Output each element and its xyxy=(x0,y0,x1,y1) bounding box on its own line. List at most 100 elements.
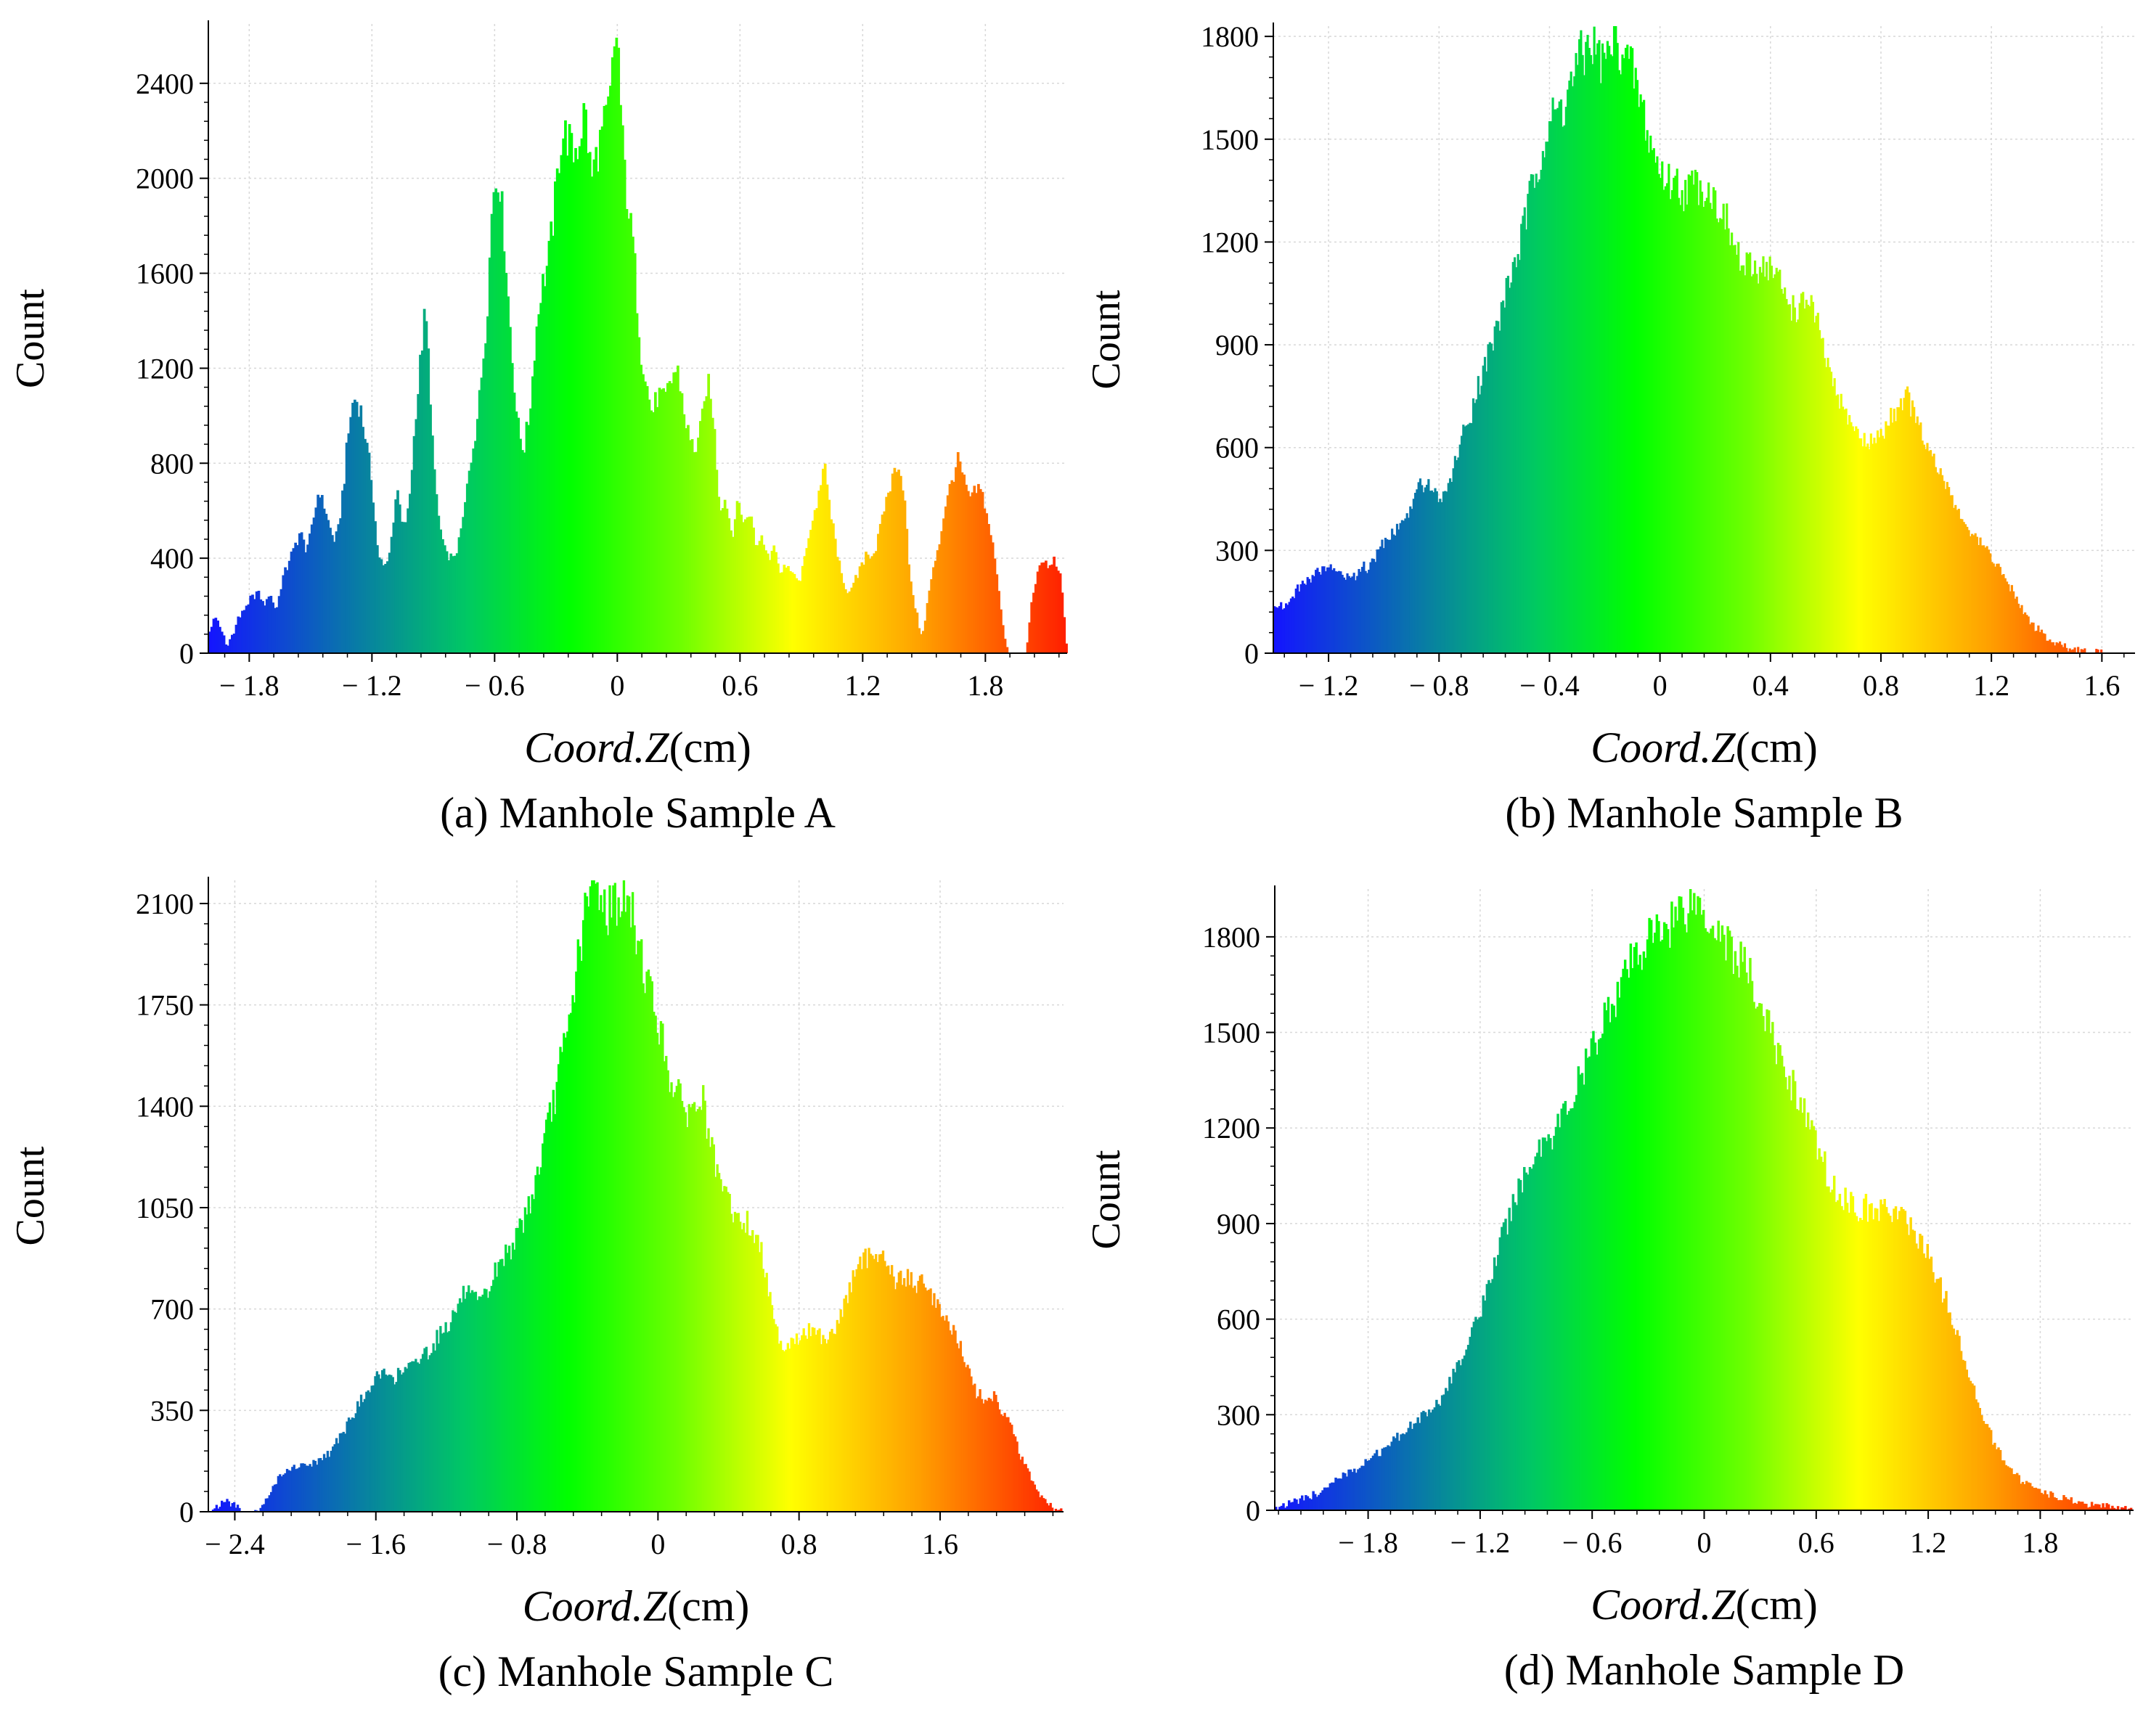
histogram-bar xyxy=(1727,228,1730,653)
histogram-bar xyxy=(1608,46,1611,653)
histogram-bar xyxy=(825,484,829,653)
histogram-bar xyxy=(2057,643,2060,653)
histogram-bar xyxy=(460,1302,463,1512)
histogram-bar xyxy=(399,1369,401,1512)
histogram-bar xyxy=(400,521,404,653)
histogram-bar xyxy=(230,634,234,653)
histogram-bar xyxy=(1400,1434,1403,1510)
histogram-bar xyxy=(1536,182,1540,654)
histogram-bar xyxy=(939,1317,943,1512)
histogram-bar xyxy=(1788,1076,1791,1510)
histogram-bar xyxy=(1312,1491,1315,1510)
histogram-bar xyxy=(1662,922,1666,1510)
histogram-bar xyxy=(1500,302,1503,653)
histogram-bar xyxy=(1843,409,1846,653)
histogram-bar xyxy=(458,1298,462,1512)
histogram-bar xyxy=(1007,1417,1010,1512)
histogram-bar xyxy=(855,1269,858,1512)
histogram-bar xyxy=(600,126,604,653)
histogram-bar xyxy=(1907,1235,1911,1510)
histogram-bar xyxy=(1762,256,1765,653)
histogram-bar xyxy=(536,1166,539,1512)
histogram-bar xyxy=(968,1368,971,1512)
histogram-bar xyxy=(662,388,666,653)
histogram-bar xyxy=(412,1361,416,1512)
histogram-bar xyxy=(807,1323,811,1512)
histogram-bar xyxy=(526,1214,528,1512)
histogram-bar xyxy=(911,595,915,653)
histogram-bar xyxy=(1338,1478,1341,1510)
x-tick-label: 1.2 xyxy=(1973,669,2009,702)
histogram-bar xyxy=(870,556,874,653)
histogram-bar xyxy=(452,556,454,653)
histogram-bar xyxy=(1735,255,1739,653)
histogram-bar xyxy=(1808,1129,1811,1510)
histogram-bar xyxy=(1590,1038,1593,1510)
histogram-bar xyxy=(1971,1383,1974,1510)
histogram-bar xyxy=(1562,1103,1565,1510)
histogram-bar xyxy=(1392,1436,1395,1510)
histogram-bar xyxy=(1462,425,1465,653)
histogram-bar xyxy=(1577,1066,1580,1510)
histogram-bar xyxy=(1056,1510,1059,1512)
histogram-bar xyxy=(393,1384,396,1512)
histogram-bar xyxy=(991,542,995,653)
histogram-bar xyxy=(844,589,847,653)
histogram-bar xyxy=(1549,1138,1552,1510)
histogram-bar xyxy=(2017,1475,2021,1510)
histogram-bar xyxy=(2030,1486,2034,1510)
histogram-bar xyxy=(1864,1193,1868,1510)
histogram-bar xyxy=(889,1274,891,1512)
histogram-bar xyxy=(887,492,890,653)
histogram-bar xyxy=(970,1376,973,1512)
histogram-bar xyxy=(1596,43,1599,654)
histogram-bar xyxy=(617,897,620,1512)
histogram-bar xyxy=(650,410,653,653)
histogram-bar xyxy=(2070,1497,2073,1510)
histogram-bar xyxy=(600,895,603,1512)
histogram-bar xyxy=(457,1303,460,1512)
histogram-bar xyxy=(690,1107,693,1512)
gridlines xyxy=(1275,889,2134,1510)
histogram-bar xyxy=(1879,1199,1882,1510)
histogram-bar xyxy=(995,1394,997,1512)
histogram-bar xyxy=(1976,1402,1980,1510)
histogram-bar xyxy=(1576,65,1579,653)
histogram-bar xyxy=(715,470,719,653)
histogram-bar xyxy=(1623,959,1627,1510)
histogram-bar xyxy=(2010,585,2013,653)
x-axis-label: Coord.Z(cm) xyxy=(1591,1581,1818,1629)
histogram-bar xyxy=(801,1335,804,1512)
histogram-bar xyxy=(659,1020,663,1512)
histogram-bar xyxy=(507,1245,511,1512)
histogram-bar xyxy=(1779,1045,1781,1510)
histogram-bar xyxy=(566,1031,569,1512)
histogram-bar xyxy=(1435,1399,1438,1510)
histogram-bar xyxy=(1898,1211,1901,1510)
histogram-bar xyxy=(1662,189,1665,653)
histogram-bar xyxy=(1363,561,1366,653)
histogram-bar xyxy=(1694,169,1697,653)
histogram-bar xyxy=(523,1207,527,1512)
histogram-bar xyxy=(820,485,823,653)
histogram-bar xyxy=(1475,399,1478,653)
histogram-bar xyxy=(868,1248,870,1512)
histogram-bar xyxy=(1948,487,1951,653)
histogram-bar xyxy=(2072,1503,2075,1510)
histogram-bar xyxy=(1352,573,1355,653)
histogram-bar xyxy=(349,417,353,653)
histogram-bar xyxy=(709,398,712,653)
histogram-bar xyxy=(332,541,336,653)
histogram-bar xyxy=(666,382,669,653)
histogram-bar xyxy=(1551,97,1554,653)
histogram-bar xyxy=(499,1259,502,1512)
histogram-bar xyxy=(754,1235,758,1512)
histogram-bar xyxy=(1679,205,1682,654)
histogram-bar xyxy=(1797,1110,1800,1510)
histogram-bar xyxy=(1050,564,1054,653)
histogram-bar xyxy=(1470,422,1473,653)
histogram-bar xyxy=(1963,1361,1967,1510)
histogram-bar xyxy=(1332,1482,1336,1510)
histogram-bar xyxy=(1945,1290,1948,1510)
histogram-bar xyxy=(1596,1055,1599,1510)
